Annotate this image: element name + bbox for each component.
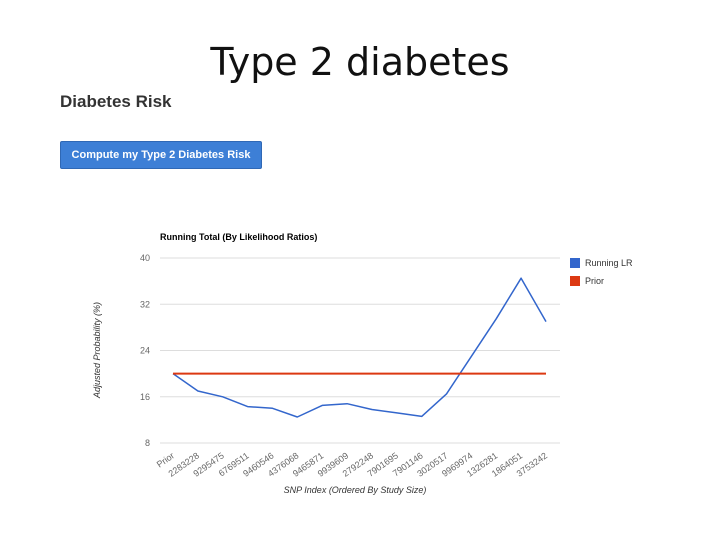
y-tick-label: 24 — [140, 346, 150, 356]
y-axis-title: Adjusted Probability (%) — [92, 302, 102, 399]
y-tick-label: 16 — [140, 392, 150, 402]
legend-label: Running LR — [585, 258, 633, 268]
legend-label: Prior — [585, 276, 604, 286]
y-tick-label: 32 — [140, 299, 150, 309]
section-title: Diabetes Risk — [60, 92, 172, 111]
series-line-running-lr — [172, 277, 547, 418]
y-tick-label: 8 — [145, 438, 150, 448]
chart-title: Running Total (By Likelihood Ratios) — [160, 232, 317, 242]
compute-risk-button[interactable]: Compute my Type 2 Diabetes Risk — [60, 141, 262, 169]
x-axis-title: SNP Index (Ordered By Study Size) — [284, 485, 427, 495]
legend-swatch — [570, 276, 580, 286]
slide-title: Type 2 diabetes — [210, 40, 510, 84]
y-tick-label: 40 — [140, 253, 150, 263]
legend-swatch — [570, 258, 580, 268]
